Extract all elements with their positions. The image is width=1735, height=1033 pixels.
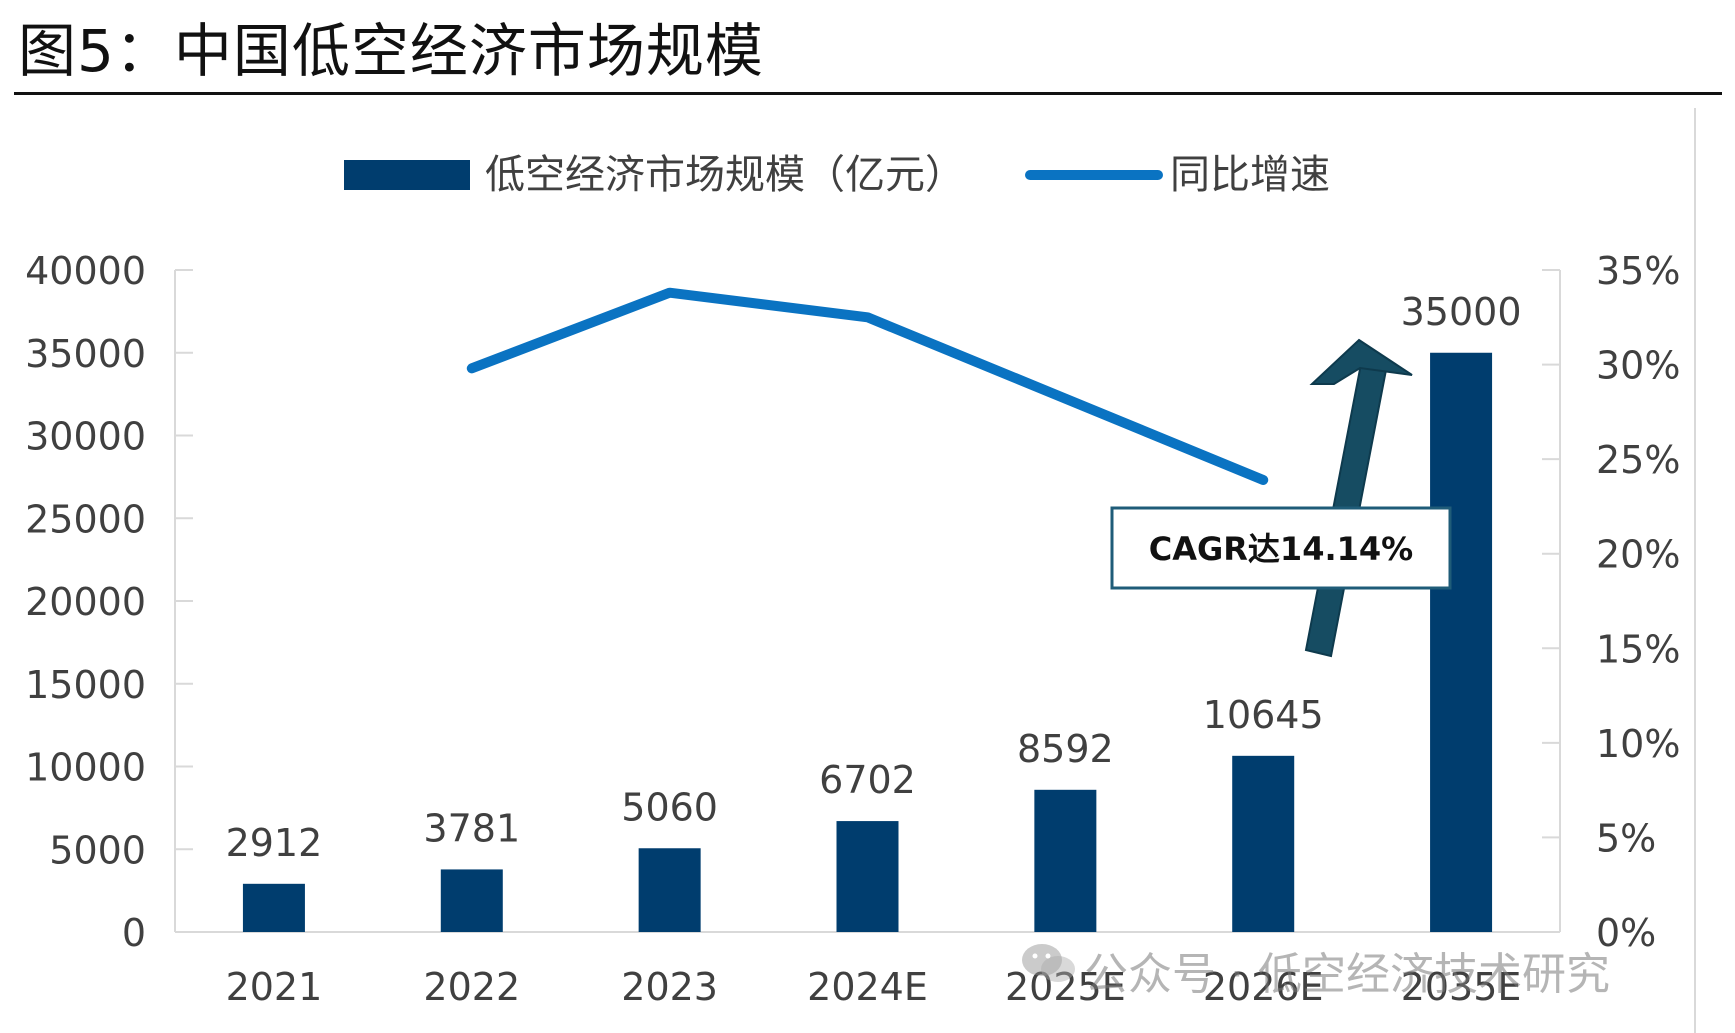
legend-line-label: 同比增速	[1170, 152, 1330, 198]
y-left-tick-label: 10000	[25, 746, 146, 790]
y-right-tick-label: 10%	[1596, 722, 1680, 766]
x-tick-label: 2024E	[807, 965, 928, 1009]
y-left-tick-label: 40000	[25, 249, 146, 293]
x-labels: 2021 2022 2023 2024E 2025E 2026E 2035E	[226, 965, 1522, 1009]
x-tick-label: 2021	[226, 965, 323, 1009]
y-right-tick-label: 25%	[1596, 438, 1680, 482]
bar-value-label: 5060	[621, 785, 718, 829]
y-left-tick-label: 20000	[25, 580, 146, 624]
x-tick-label: 2025E	[1005, 965, 1126, 1009]
y-right-ticks: 0% 5% 10% 15% 20% 25% 30% 35%	[1542, 249, 1680, 955]
y-left-tick-label: 5000	[49, 828, 146, 872]
x-tick-label: 2023	[621, 965, 718, 1009]
growth-line	[466, 287, 1269, 485]
figure-title: 图5：中国低空经济市场规模	[18, 17, 764, 85]
y-left-tick-label: 30000	[25, 415, 146, 459]
legend-bar-swatch	[344, 160, 470, 190]
bar	[440, 869, 503, 932]
y-right-tick-label: 20%	[1596, 533, 1680, 577]
bar-value-label: 2912	[226, 821, 323, 865]
x-tick-label: 2035E	[1401, 965, 1522, 1009]
wechat-icon	[1022, 944, 1075, 982]
y-right-tick-label: 5%	[1596, 816, 1656, 860]
bar	[242, 883, 305, 932]
x-tick-label: 2026E	[1203, 965, 1324, 1009]
watermark-text: 公众号 · 低空经济技术研究	[1084, 949, 1610, 1000]
bar-value-label: 6702	[819, 758, 916, 802]
bar-labels: 2912 3781 5060 6702 8592 10645 35000	[226, 290, 1522, 865]
bar	[1232, 755, 1295, 932]
watermark: 公众号 · 低空经济技术研究	[1020, 938, 1610, 1002]
bar-value-label: 10645	[1203, 693, 1324, 737]
x-tick-label: 2022	[423, 965, 520, 1009]
bar-value-label: 3781	[423, 806, 520, 850]
cagr-arrow-head	[1309, 338, 1413, 385]
legend: 低空经济市场规模（亿元） 同比增速	[344, 152, 1330, 198]
y-left-ticks: 0 5000 10000 15000 20000 25000 30000 35000 40000	[25, 249, 193, 955]
right-border	[1694, 108, 1696, 1033]
bar-value-label: 8592	[1017, 727, 1114, 771]
bar	[1430, 352, 1493, 932]
y-right-tick-label: 30%	[1596, 344, 1680, 388]
y-right-tick-label: 0%	[1596, 911, 1656, 955]
cagr-text: CAGR达14.14%	[1149, 530, 1413, 568]
legend-bar-label: 低空经济市场规模（亿元）	[485, 152, 965, 198]
bar-value-label: 35000	[1401, 290, 1522, 334]
y-left-tick-label: 0	[122, 911, 146, 955]
y-left-tick-label: 15000	[25, 663, 146, 707]
bar	[836, 821, 899, 932]
y-right-tick-label: 15%	[1596, 627, 1680, 671]
cagr-box	[1110, 506, 1452, 590]
y-left-tick-label: 25000	[25, 497, 146, 541]
cagr-annotation: CAGR达14.14%	[1110, 506, 1452, 590]
title-divider	[14, 92, 1722, 95]
cagr-arrow	[1304, 338, 1413, 658]
y-right-tick-label: 35%	[1596, 249, 1680, 293]
y-left-tick-label: 35000	[25, 332, 146, 376]
bar	[1034, 789, 1097, 932]
bar	[638, 848, 701, 932]
bars	[242, 352, 1493, 932]
